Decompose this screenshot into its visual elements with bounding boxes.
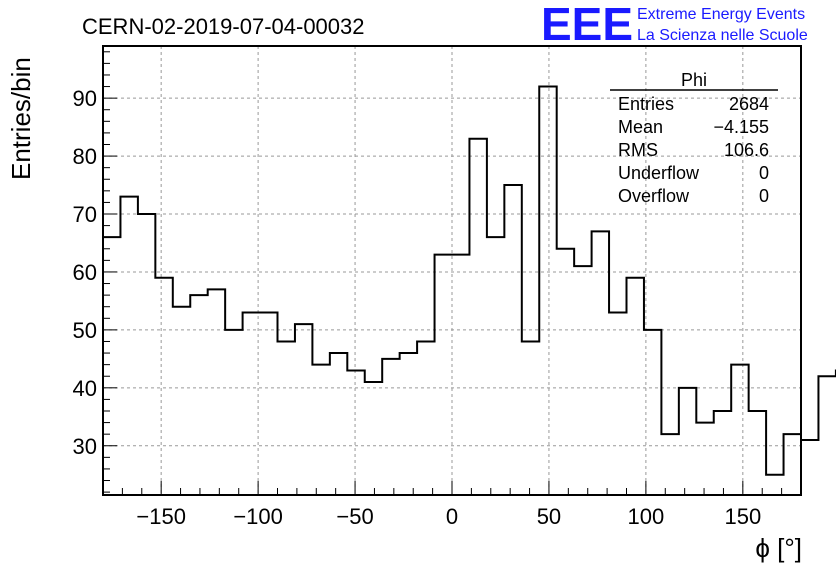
y-tick-label: 80 xyxy=(73,144,97,169)
x-tick-label: 0 xyxy=(446,504,458,529)
eee-logo: EEE Extreme Energy Events La Scienza nel… xyxy=(541,0,808,50)
logo-mark: EEE xyxy=(541,0,633,50)
y-tick-label: 40 xyxy=(73,376,97,401)
y-axis-label: Entries/bin xyxy=(6,57,36,180)
stats-label: Entries xyxy=(618,94,674,114)
x-tick-label: 150 xyxy=(724,504,761,529)
chart-title: CERN-02-2019-07-04-00032 xyxy=(82,14,365,39)
stats-value: 0 xyxy=(759,186,769,206)
x-tick-label: −150 xyxy=(136,504,186,529)
y-tick-label: 90 xyxy=(73,86,97,111)
y-tick-label: 30 xyxy=(73,434,97,459)
logo-line-1: Extreme Energy Events xyxy=(637,6,805,23)
stats-value: 0 xyxy=(759,163,769,183)
stats-label: Underflow xyxy=(618,163,700,183)
logo-line-2: La Scienza nelle Scuole xyxy=(637,27,808,44)
stats-box: Phi Entries 2684 Mean −4.155 RMS 106.6 Underfl… xyxy=(610,70,778,206)
x-tick-label: −50 xyxy=(336,504,373,529)
x-axis-label: ϕ [°] xyxy=(755,533,802,563)
stats-value: −4.155 xyxy=(713,117,769,137)
histogram-outline xyxy=(103,85,836,476)
stats-value: 2684 xyxy=(729,94,769,114)
stats-value: 106.6 xyxy=(724,140,769,160)
y-tick-label: 70 xyxy=(73,202,97,227)
grid-lines xyxy=(103,46,801,495)
plot-frame xyxy=(102,45,802,496)
x-tick-label: 50 xyxy=(537,504,561,529)
axis-ticks xyxy=(103,51,783,495)
stats-label: Mean xyxy=(618,117,663,137)
stats-box-title: Phi xyxy=(681,70,707,90)
x-tick-label: 100 xyxy=(628,504,665,529)
stats-label: Overflow xyxy=(618,186,690,206)
tick-labels: −150 −100 −50 0 50 100 150 30 40 50 60 70 80 90 xyxy=(73,86,762,529)
x-tick-label: −100 xyxy=(233,504,283,529)
stats-rows: Entries 2684 Mean −4.155 RMS 106.6 Underflow 0 O… xyxy=(618,94,769,206)
y-tick-label: 60 xyxy=(73,260,97,285)
stats-label: RMS xyxy=(618,140,658,160)
y-tick-label: 50 xyxy=(73,318,97,343)
